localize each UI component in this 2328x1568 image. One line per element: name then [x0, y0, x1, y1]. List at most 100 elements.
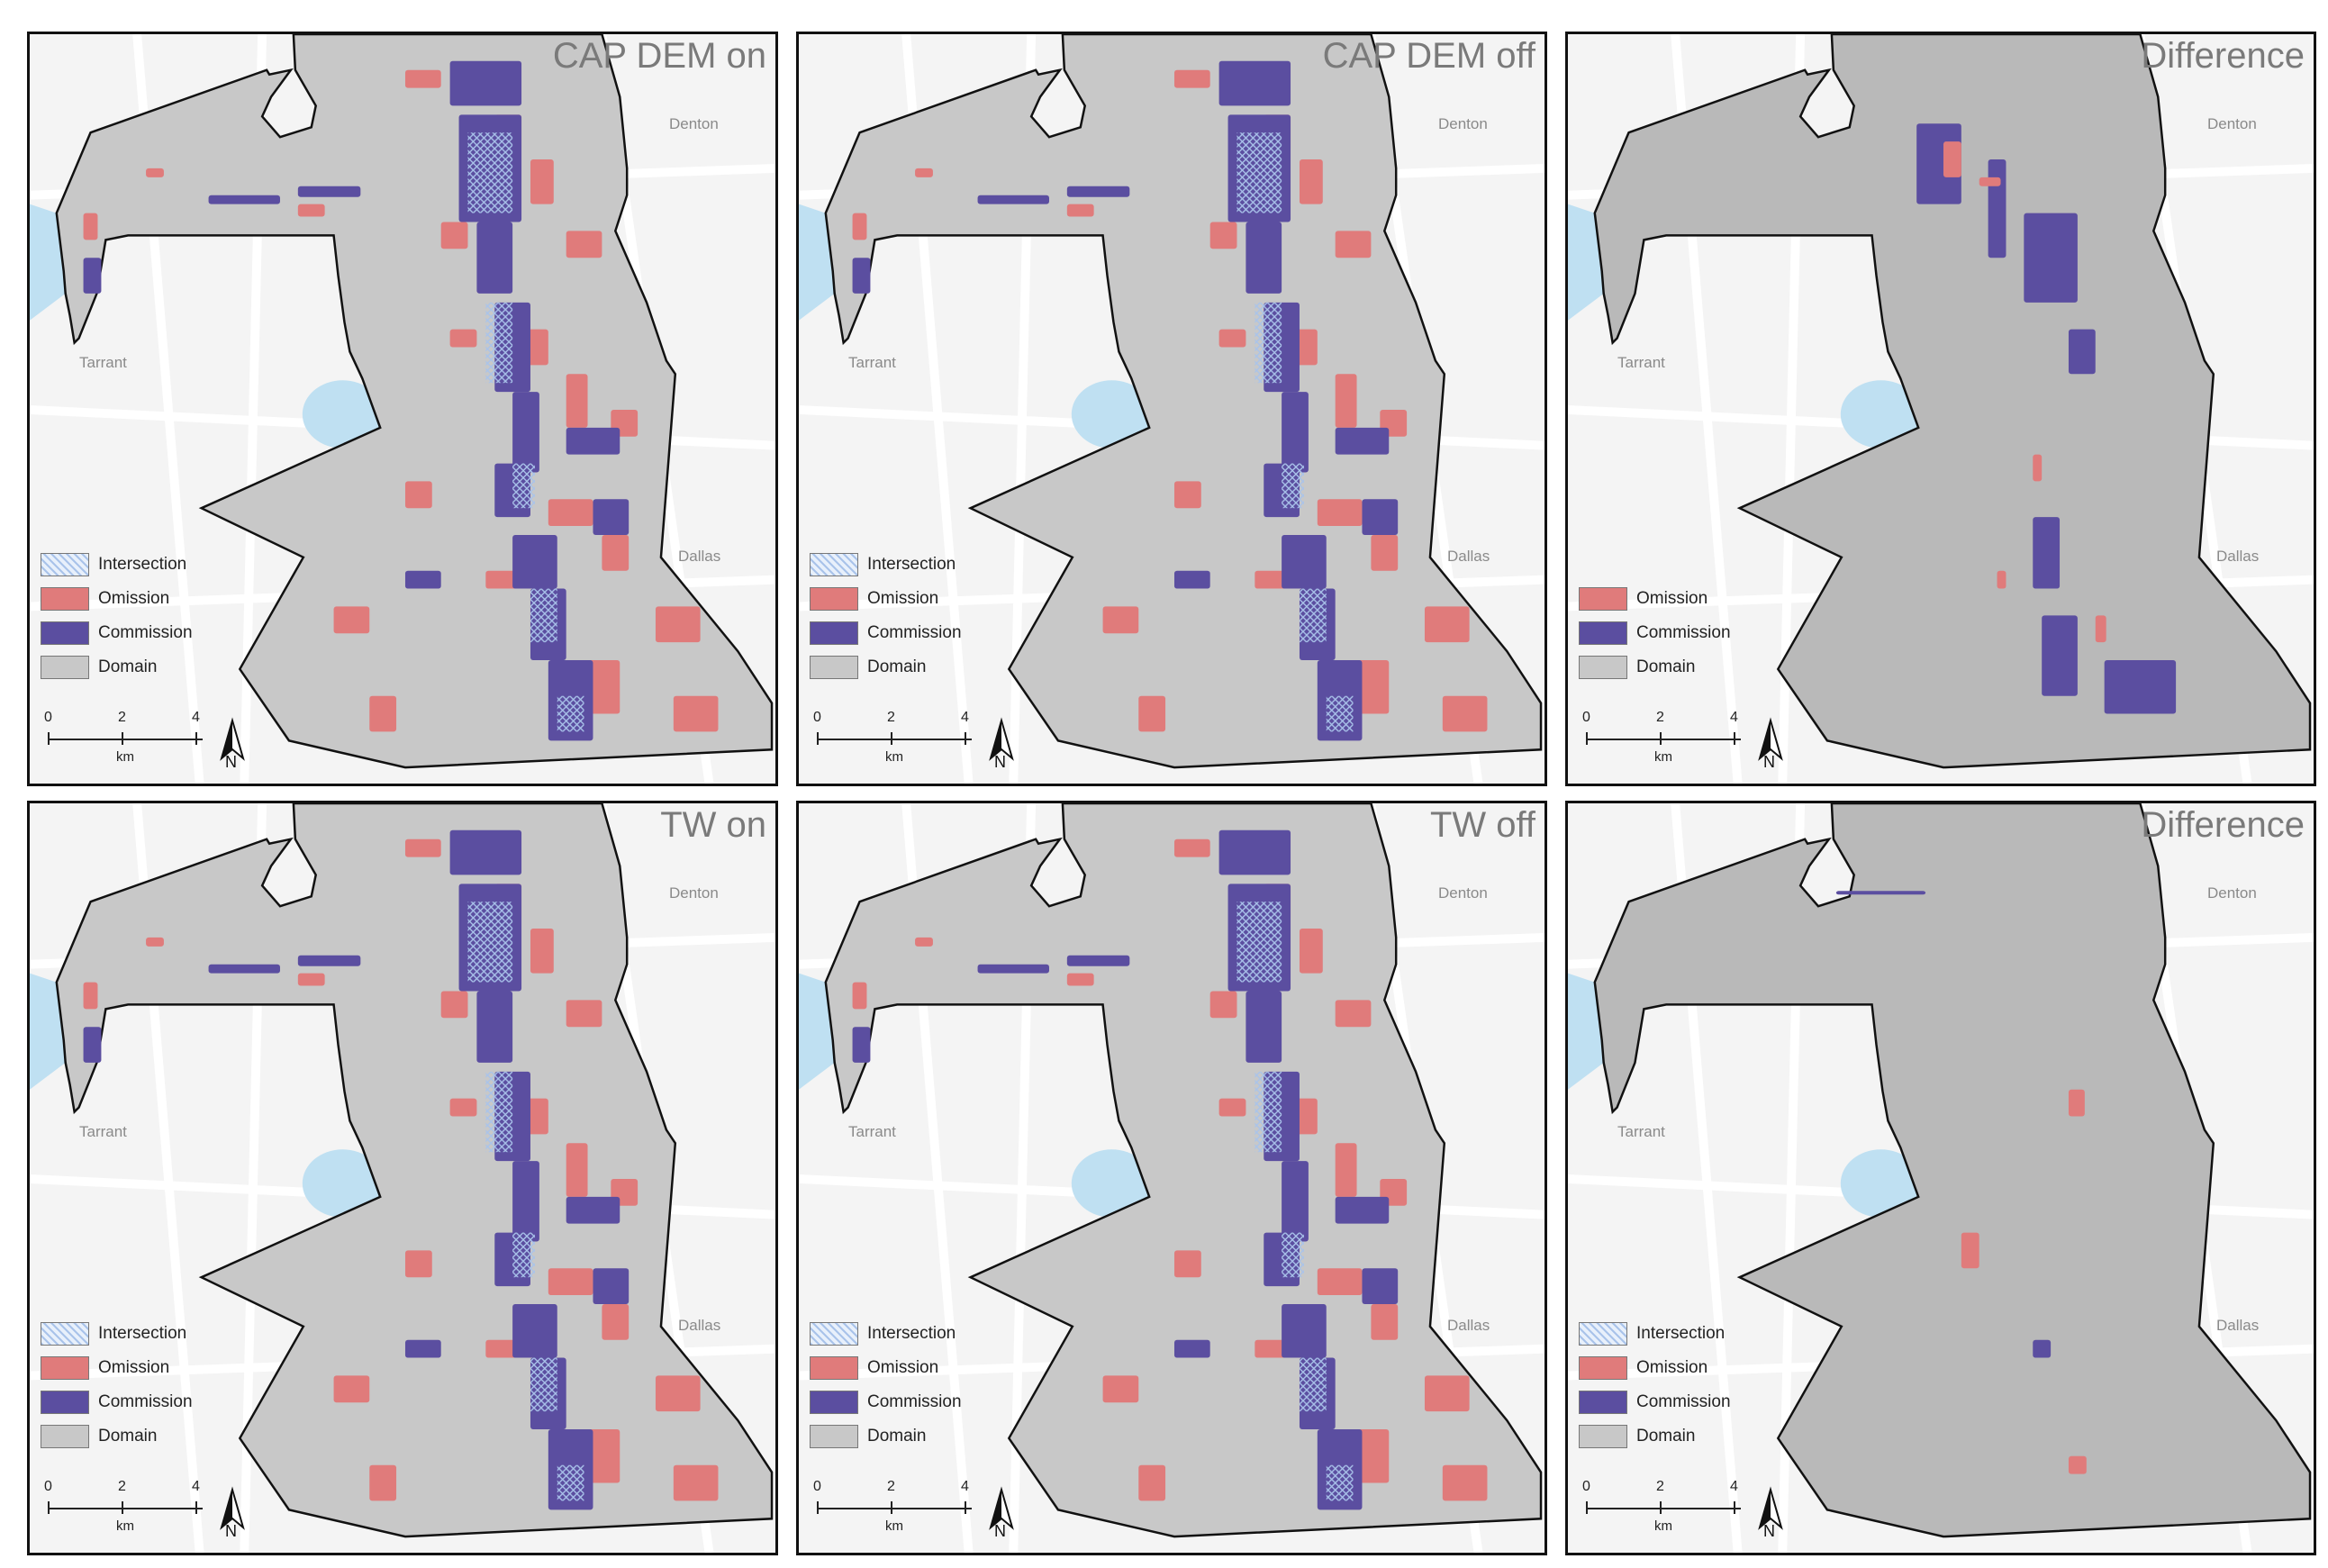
lake: [30, 973, 66, 1090]
north-arrow-icon: N: [1753, 710, 1789, 773]
omission-patch: [673, 695, 719, 732]
county-label-denton: Denton: [1438, 115, 1488, 132]
map-panel-cap-dem-difference: Difference Denton Tarrant Dallas Omission Co…: [1565, 32, 2316, 786]
commission-patch: [512, 534, 557, 589]
legend-item-omission: Omission: [810, 1351, 962, 1385]
omission-patch: [404, 838, 441, 857]
commission-patch: [1335, 427, 1390, 455]
commission-patch: [1282, 1303, 1327, 1358]
legend: Intersection Omission Commission Domain: [810, 1317, 962, 1454]
commission-patch: [1362, 499, 1399, 535]
omission-patch: [566, 1143, 588, 1197]
map-canvas: [799, 34, 1544, 784]
county-label-dallas: Dallas: [678, 548, 721, 565]
county-label-tarrant: Tarrant: [79, 354, 127, 371]
commission-swatch: [41, 1391, 89, 1414]
scale-bar: 0 2 4 km: [1581, 710, 1752, 773]
lake: [1568, 973, 1604, 1090]
commission-patch: [404, 570, 441, 589]
omission-patch: [1335, 374, 1357, 428]
commission-patch: [449, 60, 522, 106]
omission-patch: [297, 973, 325, 986]
commission-patch: [1218, 829, 1291, 875]
omission-patch: [1173, 69, 1210, 88]
omission-patch: [548, 499, 593, 527]
omission-patch: [1066, 973, 1094, 986]
domain-polygon: [1593, 803, 2312, 1538]
omission-patch: [530, 159, 554, 204]
intersection-patch: [1236, 902, 1282, 983]
legend-label: Intersection: [1636, 1324, 1726, 1343]
legend-item-domain: Domain: [41, 650, 193, 684]
map-canvas: [799, 803, 1544, 1553]
legend: Intersection Omission Commission Domain: [41, 1317, 193, 1454]
omission-patch: [449, 329, 477, 348]
north-arrow-icon: N: [983, 1479, 1019, 1542]
north-label: N: [994, 1522, 1006, 1540]
commission-patch: [297, 955, 361, 966]
commission-patch: [1282, 534, 1327, 589]
commission-patch: [449, 829, 522, 875]
scale-unit: km: [1654, 749, 1672, 765]
omission-patch: [852, 213, 867, 240]
scale-bar: 0 2 4 km: [811, 1479, 983, 1542]
omission-swatch: [41, 587, 89, 611]
commission-patch: [404, 1339, 441, 1358]
commission-patch: [1173, 1339, 1210, 1358]
north-arrow-icon: N: [214, 710, 250, 773]
omission-patch: [1424, 606, 1470, 643]
commission-swatch: [41, 621, 89, 645]
panel-title: TW on: [660, 805, 766, 845]
commission-patch: [2042, 615, 2078, 696]
map-canvas: [30, 34, 775, 784]
scale-tick-label: 2: [118, 710, 126, 725]
commission-patch: [1282, 1161, 1309, 1242]
map-canvas: [1568, 34, 2314, 784]
north-label: N: [1763, 1522, 1775, 1540]
county-label-denton: Denton: [669, 115, 719, 132]
omission-patch: [146, 168, 164, 177]
omission-patch: [404, 481, 432, 509]
county-label-denton: Denton: [2207, 115, 2257, 132]
omission-patch: [915, 168, 933, 177]
scale-tick-label: 0: [1582, 710, 1590, 725]
north-arrow-icon: N: [214, 1479, 250, 1542]
panel-title: Difference: [2141, 805, 2305, 845]
legend-label: Commission: [867, 1392, 962, 1411]
commission-patch: [2033, 517, 2061, 589]
commission-patch: [476, 991, 513, 1063]
omission-patch: [1102, 606, 1139, 634]
omission-patch: [1335, 231, 1372, 258]
commission-patch: [1066, 186, 1130, 197]
omission-patch: [1371, 534, 1399, 571]
intersection-patch: [485, 302, 513, 384]
intersection-patch: [1299, 588, 1327, 643]
omission-patch: [1102, 1375, 1139, 1403]
omission-swatch: [41, 1356, 89, 1380]
commission-patch: [852, 1027, 871, 1063]
scale-tick-label: 4: [961, 710, 969, 725]
north-label: N: [1763, 753, 1775, 771]
map-canvas: [1568, 803, 2314, 1553]
north-arrow-icon: N: [1753, 1479, 1789, 1542]
legend-label: Commission: [1636, 1392, 1731, 1411]
scale-tick-label: 0: [44, 710, 52, 725]
omission-patch: [1317, 1268, 1363, 1296]
omission-patch: [602, 534, 630, 571]
domain-swatch: [810, 1425, 858, 1448]
intersection-patch: [530, 1357, 557, 1412]
legend-item-domain: Domain: [810, 650, 962, 684]
omission-patch: [2068, 1455, 2087, 1474]
legend-item-intersection: Intersection: [41, 1317, 193, 1351]
lake: [302, 380, 384, 449]
intersection-patch: [1236, 132, 1282, 213]
omission-patch: [1317, 499, 1363, 527]
commission-patch: [83, 258, 102, 294]
intersection-patch: [512, 1232, 535, 1278]
scale-unit: km: [885, 749, 903, 765]
lake: [1840, 1149, 1922, 1218]
north-label: N: [994, 753, 1006, 771]
panel-title: CAP DEM off: [1322, 36, 1535, 76]
lake: [799, 204, 835, 321]
domain-polygon: [1593, 34, 2312, 769]
